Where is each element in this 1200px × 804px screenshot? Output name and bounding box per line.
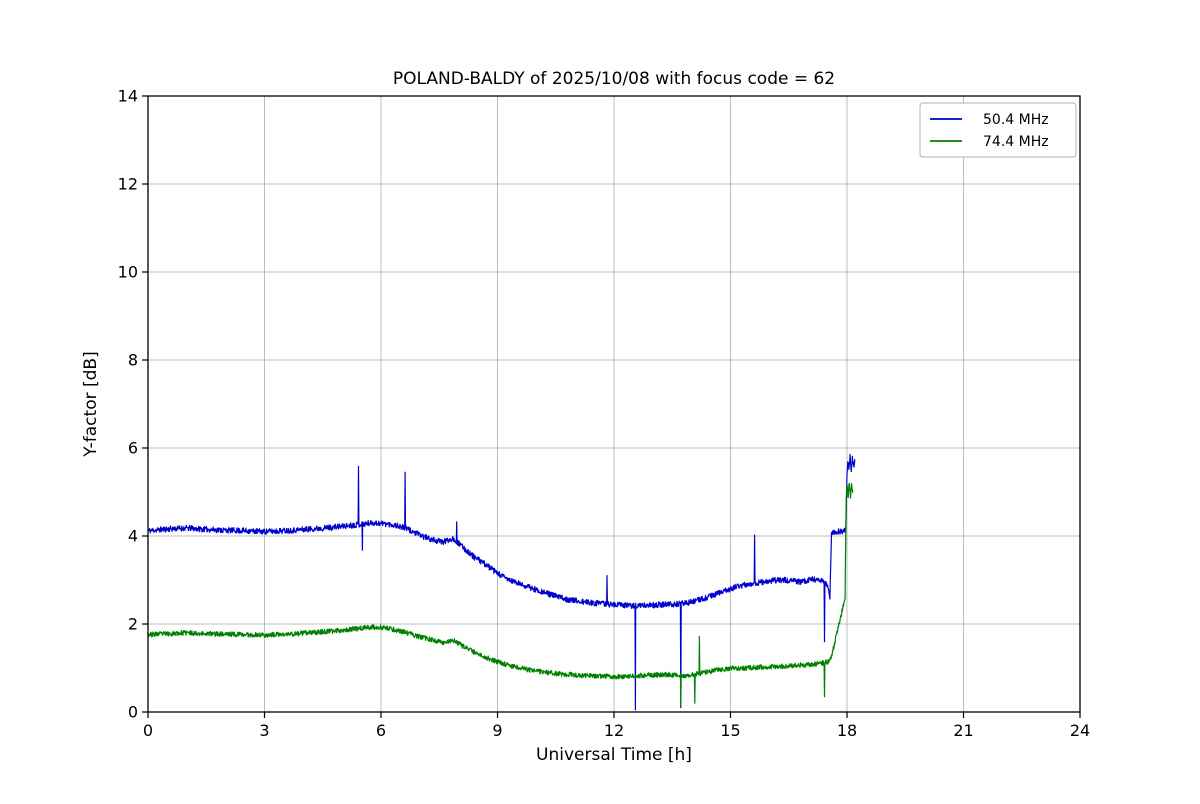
x-tick-label: 9 — [492, 721, 502, 740]
chart-title: POLAND-BALDY of 2025/10/08 with focus co… — [393, 69, 835, 89]
y-tick-label: 8 — [128, 351, 138, 370]
y-tick-label: 2 — [128, 615, 138, 634]
tick-marks — [142, 95, 1081, 718]
y-tick-label: 4 — [128, 527, 138, 546]
x-tick-label: 0 — [143, 721, 153, 740]
legend-label-74mhz: 74.4 MHz — [983, 134, 1049, 150]
series-paths — [147, 453, 856, 711]
x-tick-label: 24 — [1070, 721, 1090, 740]
x-tick-label: 12 — [604, 721, 624, 740]
x-axis-label: Universal Time [h] — [536, 745, 692, 765]
y-tick-labels: 0 2 4 6 8 10 12 14 — [118, 87, 138, 722]
x-tick-label: 6 — [376, 721, 386, 740]
x-tick-label: 18 — [837, 721, 857, 740]
y-axis-label: Y-factor [dB] — [81, 351, 101, 457]
y-tick-label: 14 — [118, 87, 138, 106]
x-tick-label: 21 — [953, 721, 973, 740]
legend-box — [919, 102, 1077, 158]
y-tick-label: 6 — [128, 439, 138, 458]
x-tick-label: 3 — [259, 721, 269, 740]
grid-lines — [147, 95, 1081, 713]
legend: 50.4 MHz 74.4 MHz — [919, 102, 1077, 158]
y-tick-label: 12 — [118, 175, 138, 194]
series-line-50-4-mhz — [147, 453, 856, 711]
series-line-74-4-mhz — [147, 482, 854, 706]
x-tick-label: 15 — [720, 721, 740, 740]
legend-label-50mhz: 50.4 MHz — [983, 112, 1049, 128]
x-tick-labels: 0 3 6 9 12 15 18 21 24 — [143, 721, 1090, 740]
y-tick-label: 10 — [118, 263, 138, 282]
y-tick-label: 0 — [128, 703, 138, 722]
